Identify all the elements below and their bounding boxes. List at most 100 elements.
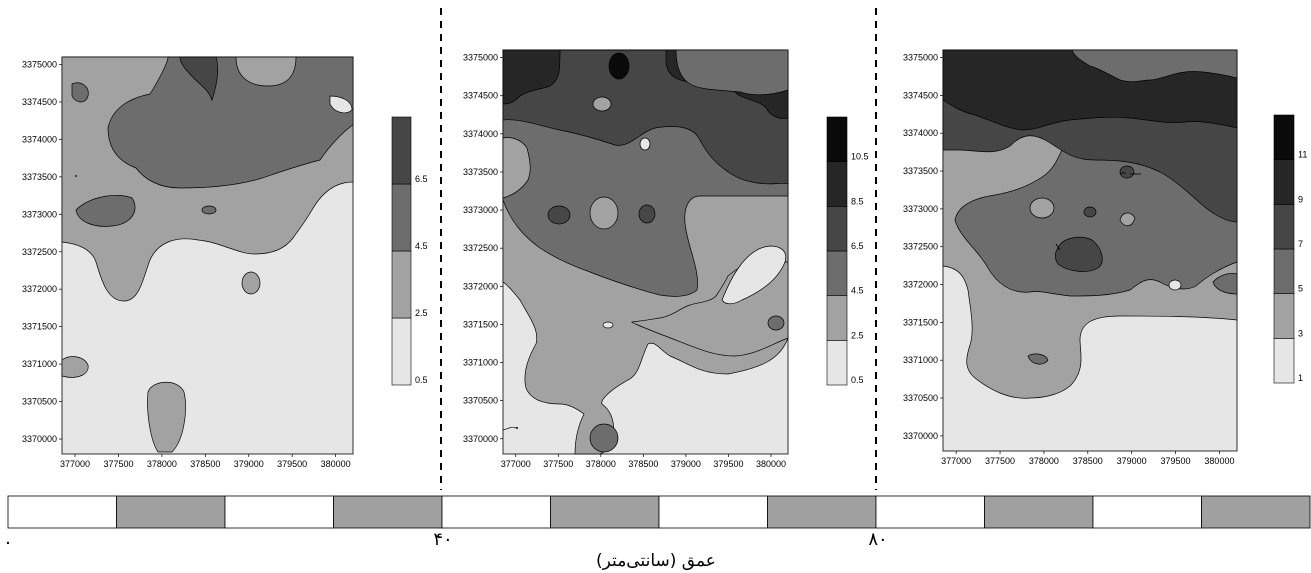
legend-swatch — [826, 161, 848, 207]
depth-label-80: ۸۰ — [868, 529, 887, 550]
legend-swatch — [391, 116, 412, 185]
x-tick-label: 379500 — [1161, 456, 1191, 466]
legend-swatch — [1273, 293, 1295, 339]
depth-segment — [1092, 495, 1202, 529]
y-tick-label: 3371500 — [22, 322, 57, 332]
depth-segment — [441, 495, 551, 529]
y-tick-label: 3370000 — [903, 431, 938, 441]
y-tick-label: 3374500 — [463, 91, 498, 101]
depth-segment — [224, 495, 334, 529]
legend-label: 2.5 — [851, 330, 864, 340]
x-tick-label: 377500 — [103, 459, 133, 469]
legend-swatch — [391, 250, 412, 319]
legend-swatch — [1273, 114, 1295, 160]
x-tick-label: 379500 — [277, 459, 307, 469]
depth-axis-title: عمق (سانتی‌متر) — [596, 551, 716, 571]
y-tick-label: 3373000 — [22, 209, 57, 219]
panel-3-legend: 11 9 7 5 3 1 — [1273, 114, 1307, 384]
legend-label: 6.5 — [851, 241, 864, 251]
legend-swatch — [391, 317, 412, 386]
y-tick-label: 3370500 — [463, 396, 498, 406]
panel-1-contour-map — [61, 56, 354, 455]
y-tick-label: 3371000 — [463, 358, 498, 368]
x-tick-label: 377500 — [543, 459, 573, 469]
legend-label: 1 — [1298, 373, 1303, 383]
y-tick-label: 3373000 — [463, 205, 498, 215]
legend-label: 6.5 — [415, 174, 428, 184]
y-tick-label: 3374000 — [903, 128, 938, 138]
legend-swatch — [826, 250, 848, 296]
legend-swatch — [1273, 159, 1295, 205]
depth-segment — [1201, 495, 1311, 529]
x-tick-label: 379500 — [713, 459, 743, 469]
legend-label: 5 — [1298, 284, 1303, 294]
legend-label: 0.5 — [415, 375, 428, 385]
panel-2-legend: 10.5 8.5 6.5 4.5 2.5 0.5 — [826, 116, 869, 386]
y-tick-label: 3373000 — [903, 204, 938, 214]
legend-label: 7 — [1298, 239, 1303, 249]
panel-2-contour-map — [502, 49, 789, 455]
panel-2: 3375000 3374500 3374000 3373500 3373000 33725… — [463, 49, 869, 469]
x-tick-label: 378500 — [190, 459, 220, 469]
x-tick-label: 379000 — [671, 459, 701, 469]
y-tick-label: 3372500 — [903, 242, 938, 252]
legend-label: 4.5 — [415, 241, 428, 251]
legend-swatch — [1273, 338, 1295, 384]
x-tick-label: 377000 — [60, 459, 90, 469]
depth-segment — [984, 495, 1094, 529]
y-tick-label: 3372000 — [463, 281, 498, 291]
panel-2-x-axis: 377000 377500 378000 378500 379000 379500 3800… — [501, 454, 786, 469]
x-tick-label: 378000 — [147, 459, 177, 469]
legend-label: 4.5 — [851, 286, 864, 296]
legend-label: 3 — [1298, 328, 1303, 338]
y-tick-label: 3373500 — [463, 167, 498, 177]
y-tick-label: 3373500 — [903, 166, 938, 176]
x-tick-label: 378500 — [1073, 456, 1103, 466]
panel-3-x-axis: 377000 377500 378000 378500 379000 379500 3800… — [941, 451, 1234, 466]
panel-3: 3375000 3374500 3374000 3373500 3373000 33725… — [903, 49, 1307, 466]
legend-label: 11 — [1298, 150, 1307, 160]
panel-2-y-axis: 3375000 3374500 3374000 3373500 3373000 33725… — [463, 53, 503, 444]
legend-label: 0.5 — [851, 375, 864, 385]
y-tick-label: 3372000 — [903, 280, 938, 290]
legend-swatch — [826, 116, 848, 162]
x-tick-label: 380000 — [756, 459, 786, 469]
legend-swatch — [826, 340, 848, 386]
y-tick-label: 3371500 — [903, 317, 938, 327]
y-tick-label: 3370500 — [903, 393, 938, 403]
depth-segment — [550, 495, 660, 529]
panel-1: 3375000 3374500 3374000 3373500 3373000 33725… — [22, 56, 428, 469]
panel-3-y-axis: 3375000 3374500 3374000 3373500 3373000 33725… — [903, 53, 943, 441]
x-tick-label: 380000 — [321, 459, 351, 469]
panel-1-x-axis: 377000 377500 378000 378500 379000 379500 3800… — [60, 454, 351, 469]
y-tick-label: 3373500 — [22, 172, 57, 182]
legend-label: 2.5 — [415, 308, 428, 318]
legend-label: 9 — [1298, 194, 1303, 204]
x-tick-label: 377500 — [985, 456, 1015, 466]
legend-swatch — [826, 295, 848, 341]
depth-segment — [116, 495, 226, 529]
y-tick-label: 3371500 — [463, 319, 498, 329]
depth-scale-bar — [7, 495, 1311, 529]
legend-swatch — [391, 183, 412, 252]
y-tick-label: 3375000 — [903, 53, 938, 63]
y-tick-label: 3372500 — [22, 247, 57, 257]
y-tick-label: 3371000 — [22, 359, 57, 369]
y-tick-label: 3370000 — [463, 434, 498, 444]
panel-1-y-axis: 3375000 3374500 3374000 3373500 3373000 33725… — [22, 59, 62, 444]
depth-segment — [333, 495, 443, 529]
y-tick-label: 3372500 — [463, 243, 498, 253]
y-tick-label: 3374000 — [463, 129, 498, 139]
x-tick-label: 379000 — [234, 459, 264, 469]
y-tick-label: 3374500 — [903, 90, 938, 100]
x-tick-label: 377000 — [941, 456, 971, 466]
y-tick-label: 3372000 — [22, 284, 57, 294]
legend-label: 8.5 — [851, 196, 864, 206]
x-tick-label: 378000 — [586, 459, 616, 469]
depth-label-40: ۴۰ — [433, 529, 452, 550]
x-tick-label: 380000 — [1204, 456, 1234, 466]
y-tick-label: 3370000 — [22, 434, 57, 444]
x-tick-label: 377000 — [501, 459, 531, 469]
depth-label-0: ۰ — [3, 532, 13, 553]
